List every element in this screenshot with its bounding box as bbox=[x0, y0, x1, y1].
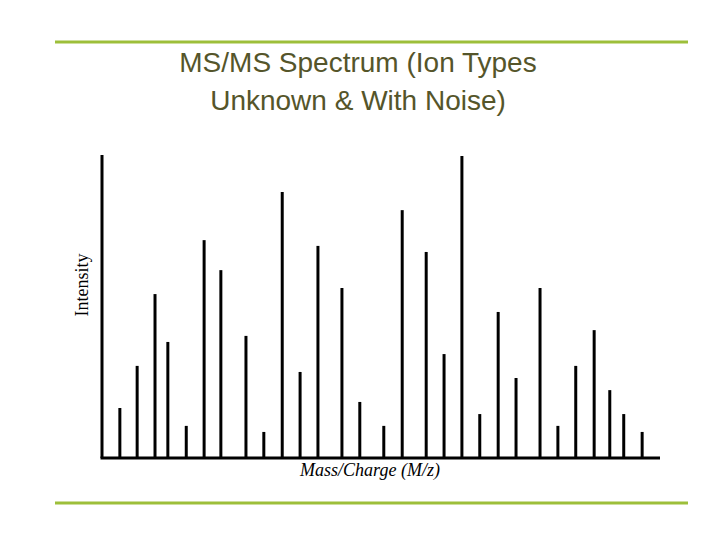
x-axis-label: Mass/Charge (M/z) bbox=[299, 460, 440, 481]
title: MS/MS Spectrum (Ion Types Unknown & With… bbox=[138, 44, 578, 120]
y-axis bbox=[101, 155, 104, 458]
top-rule bbox=[55, 41, 688, 44]
peak bbox=[316, 246, 319, 458]
peak bbox=[478, 414, 481, 458]
y-axis-label: Intensity bbox=[72, 254, 92, 317]
peak bbox=[281, 192, 284, 458]
peak bbox=[443, 354, 446, 458]
peak bbox=[622, 414, 625, 458]
peak bbox=[340, 288, 343, 458]
peak bbox=[641, 432, 644, 458]
peak bbox=[515, 378, 518, 458]
peak bbox=[185, 426, 188, 458]
peak bbox=[574, 366, 577, 458]
peak bbox=[299, 372, 302, 458]
peak bbox=[244, 336, 247, 458]
peak bbox=[358, 402, 361, 458]
peak bbox=[118, 408, 121, 458]
peak bbox=[556, 426, 559, 458]
peak bbox=[401, 210, 404, 458]
marks bbox=[120, 156, 642, 458]
bottom-rule bbox=[55, 502, 688, 505]
peak bbox=[154, 294, 157, 458]
peak bbox=[262, 432, 265, 458]
peak bbox=[136, 366, 139, 458]
peak bbox=[166, 342, 169, 458]
peak bbox=[539, 288, 542, 458]
chart: Mass/Charge (M/z) Intensity bbox=[0, 0, 720, 540]
peak bbox=[593, 330, 596, 458]
peak bbox=[425, 252, 428, 458]
peak bbox=[608, 390, 611, 458]
peak bbox=[497, 312, 500, 458]
peak bbox=[382, 426, 385, 458]
peak bbox=[460, 156, 463, 458]
page: Mass/Charge (M/z) Intensity MS/MS Spectru… bbox=[0, 0, 720, 540]
peak bbox=[219, 270, 222, 458]
peak bbox=[203, 240, 206, 458]
